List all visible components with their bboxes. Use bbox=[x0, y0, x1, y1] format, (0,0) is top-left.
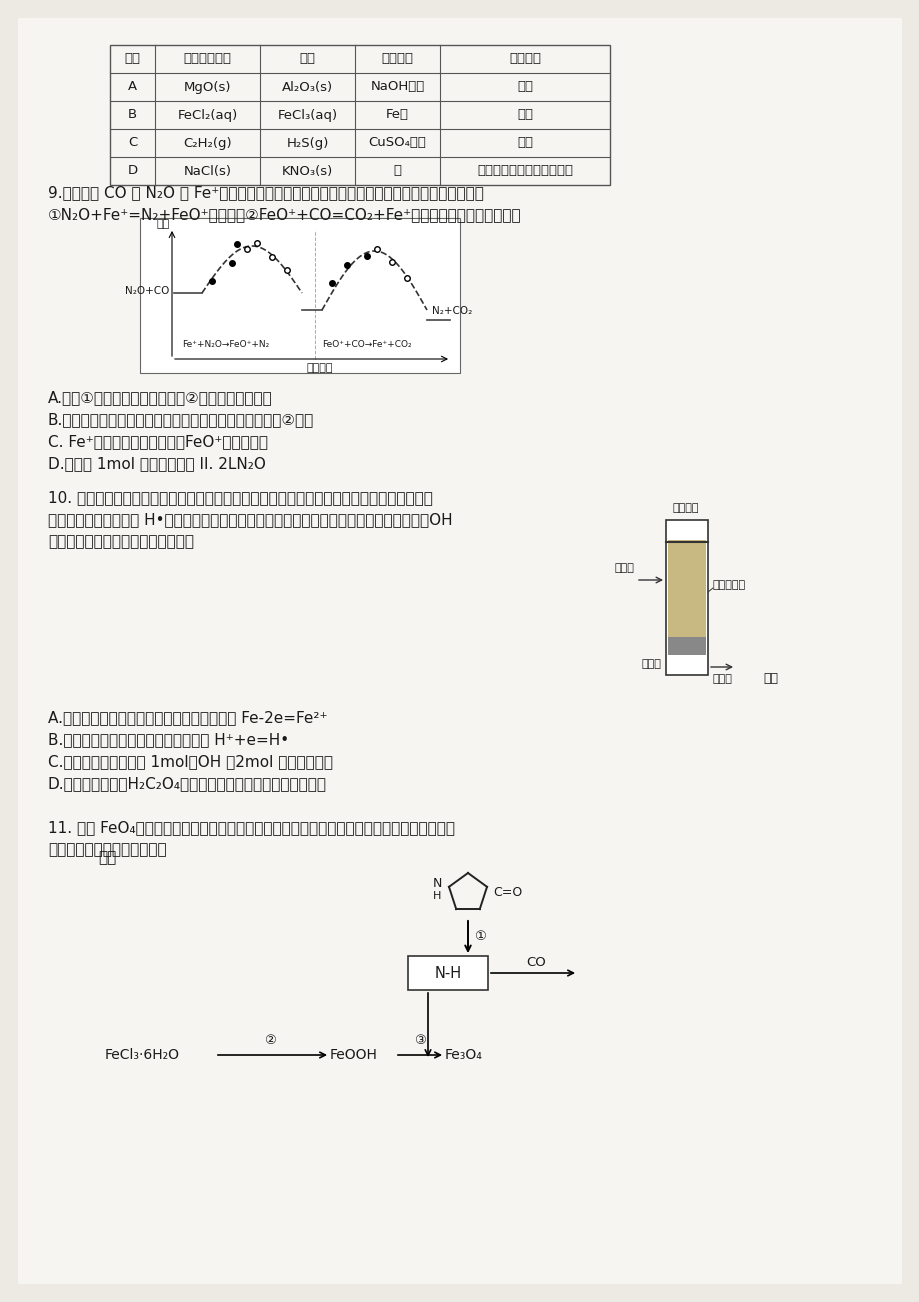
Bar bbox=[140, 217, 459, 372]
Text: N₂O+CO: N₂O+CO bbox=[124, 286, 169, 296]
Text: 杂质: 杂质 bbox=[300, 52, 315, 65]
Text: 9.研究表明 CO 与 N₂O 在 Fe⁺作用下发生反应的能址变化及反应历程如图所示，两步反应分别为: 9.研究表明 CO 与 N₂O 在 Fe⁺作用下发生反应的能址变化及反应历程如图… bbox=[48, 185, 483, 201]
Text: N: N bbox=[432, 878, 441, 891]
Text: 闭，可得到强还原性的 H•（氢原子）；若上端开口打开，并鼓入空气，可得到强氧化性的，OH: 闭，可得到强还原性的 H•（氢原子）；若上端开口打开，并鼓入空气，可得到强氧化性… bbox=[48, 512, 452, 527]
Text: A.无论是否鼓入空气，负极的电极反应式均为 Fe-2e=Fe²⁺: A.无论是否鼓入空气，负极的电极反应式均为 Fe-2e=Fe²⁺ bbox=[48, 710, 327, 725]
Bar bbox=[110, 46, 609, 185]
Bar bbox=[667, 637, 705, 655]
Text: N-H: N-H bbox=[434, 966, 461, 980]
Text: NaCl(s): NaCl(s) bbox=[183, 164, 232, 177]
Text: Fe⁺+N₂O→FeO⁺+N₂: Fe⁺+N₂O→FeO⁺+N₂ bbox=[182, 340, 269, 349]
Text: 图所示，下列叙述不合理的是: 图所示，下列叙述不合理的是 bbox=[48, 842, 166, 857]
Text: H₂S(g): H₂S(g) bbox=[286, 137, 328, 150]
Text: FeCl₃·6H₂O: FeCl₃·6H₂O bbox=[105, 1048, 180, 1062]
Text: ②: ② bbox=[264, 1035, 276, 1048]
Text: 空气: 空气 bbox=[762, 673, 777, 685]
Text: ①N₂O+Fe⁺=N₂+FeO⁺（慢）；②FeO⁺+CO=CO₂+Fe⁺（快）。下列说法正确的是: ①N₂O+Fe⁺=N₂+FeO⁺（慢）；②FeO⁺+CO=CO₂+Fe⁺（快）。… bbox=[48, 207, 521, 223]
Text: 选项: 选项 bbox=[124, 52, 141, 65]
Text: 蒸发浓缩，冷却结晶，过滤: 蒸发浓缩，冷却结晶，过滤 bbox=[476, 164, 573, 177]
Text: 反应历程: 反应历程 bbox=[306, 363, 333, 372]
Text: MgO(s): MgO(s) bbox=[184, 81, 231, 94]
Text: 11. 纳米 FeO₄晶体材料可以作为核磁共振造影增强剂，用于疾病的诊断和治疗，其制备过程如: 11. 纳米 FeO₄晶体材料可以作为核磁共振造影增强剂，用于疾病的诊断和治疗，… bbox=[48, 820, 455, 835]
Text: B.两步反应均为放热反应，总反应的化学反应速率由反应②决定: B.两步反应均为放热反应，总反应的化学反应速率由反应②决定 bbox=[48, 411, 314, 427]
Text: 砂芯板: 砂芯板 bbox=[641, 659, 660, 669]
Text: Al₂O₃(s): Al₂O₃(s) bbox=[281, 81, 333, 94]
Text: D.处理含有草酸（H₂C₂O₄）的污水时，上端开口应打开并鼓入: D.处理含有草酸（H₂C₂O₄）的污水时，上端开口应打开并鼓入 bbox=[48, 776, 326, 792]
Text: （羟基自由基）。下列说法错误的是: （羟基自由基）。下列说法错误的是 bbox=[48, 534, 194, 549]
Text: 的是: 的是 bbox=[98, 850, 116, 865]
Text: 洗气: 洗气 bbox=[516, 137, 532, 150]
Text: 被提纯的物质: 被提纯的物质 bbox=[183, 52, 232, 65]
Text: NaOH溶液: NaOH溶液 bbox=[370, 81, 425, 94]
Text: 水: 水 bbox=[393, 164, 401, 177]
Text: 除杂试剂: 除杂试剂 bbox=[381, 52, 413, 65]
Text: D: D bbox=[128, 164, 138, 177]
Text: 出水口: 出水口 bbox=[712, 674, 732, 684]
Bar bbox=[665, 519, 708, 674]
Text: D.若转移 1mol 电子，则消耗 II. 2LN₂O: D.若转移 1mol 电子，则消耗 II. 2LN₂O bbox=[48, 456, 266, 471]
Text: 过滤: 过滤 bbox=[516, 81, 532, 94]
Text: ①: ① bbox=[473, 931, 485, 944]
Bar bbox=[407, 956, 487, 990]
Text: 过滤: 过滤 bbox=[516, 108, 532, 121]
Text: ③: ③ bbox=[414, 1035, 425, 1048]
Text: A: A bbox=[128, 81, 137, 94]
Text: FeCl₃(aq): FeCl₃(aq) bbox=[278, 108, 337, 121]
Text: B: B bbox=[128, 108, 137, 121]
Text: FeO⁺+CO→Fe⁺+CO₂: FeO⁺+CO→Fe⁺+CO₂ bbox=[322, 340, 411, 349]
Text: C: C bbox=[128, 137, 137, 150]
Text: C. Fe⁺使反应的活化能减小，FeO⁺是中间产物: C. Fe⁺使反应的活化能减小，FeO⁺是中间产物 bbox=[48, 434, 267, 449]
Bar bbox=[667, 540, 705, 650]
Text: CO: CO bbox=[526, 957, 545, 970]
Text: KNO₃(s): KNO₃(s) bbox=[281, 164, 333, 177]
Text: 铁屑、碳粉: 铁屑、碳粉 bbox=[712, 579, 745, 590]
Text: FeCl₂(aq): FeCl₂(aq) bbox=[177, 108, 237, 121]
Text: A.反应①是氧化还原反应，反应②是非氧化还原反应: A.反应①是氧化还原反应，反应②是非氧化还原反应 bbox=[48, 391, 272, 405]
Text: C₂H₂(g): C₂H₂(g) bbox=[183, 137, 232, 150]
Text: 上端开口: 上端开口 bbox=[672, 503, 698, 513]
Text: FeOOH: FeOOH bbox=[330, 1048, 378, 1062]
Text: N₂+CO₂: N₂+CO₂ bbox=[432, 306, 471, 316]
Text: 进水口: 进水口 bbox=[614, 562, 633, 573]
Text: Fe₃O₄: Fe₃O₄ bbox=[445, 1048, 482, 1062]
Text: CuSO₄溶液: CuSO₄溶液 bbox=[369, 137, 426, 150]
Text: Fe层: Fe层 bbox=[386, 108, 409, 121]
Text: C.鼓入空气时，每生成 1mol，OH 有2mol 电子发生转移: C.鼓入空气时，每生成 1mol，OH 有2mol 电子发生转移 bbox=[48, 754, 333, 769]
Text: 10. 鐵碳微电解技术是利用原电池原理处理酸性污水的一种工艺，装置如下图。若上端开口关: 10. 鐵碳微电解技术是利用原电池原理处理酸性污水的一种工艺，装置如下图。若上端… bbox=[48, 490, 433, 505]
Text: C=O: C=O bbox=[493, 887, 522, 900]
Text: H: H bbox=[432, 891, 441, 901]
Text: 除杂方法: 除杂方法 bbox=[508, 52, 540, 65]
Text: 能量: 能量 bbox=[156, 219, 170, 229]
Text: B.不鼓入空气时，正极的电极反应式为 H⁺+e=H•: B.不鼓入空气时，正极的电极反应式为 H⁺+e=H• bbox=[48, 732, 289, 747]
